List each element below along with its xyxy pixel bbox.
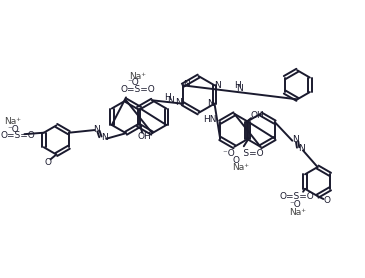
- Text: N: N: [214, 81, 221, 90]
- Text: O: O: [233, 156, 239, 165]
- Text: N: N: [167, 96, 174, 105]
- Text: N: N: [237, 84, 243, 93]
- Text: N: N: [176, 98, 182, 107]
- Text: HN: HN: [203, 115, 216, 124]
- Text: O: O: [44, 158, 51, 167]
- Text: N: N: [101, 133, 108, 142]
- Text: Na⁺: Na⁺: [233, 163, 249, 172]
- Text: N: N: [292, 135, 299, 144]
- Text: OH: OH: [251, 111, 265, 120]
- Text: N: N: [93, 125, 100, 134]
- Text: O: O: [324, 197, 331, 205]
- Text: ⁻O: ⁻O: [7, 125, 19, 134]
- Text: O=S=O: O=S=O: [120, 85, 155, 94]
- Text: ⁻O   S=O: ⁻O S=O: [223, 150, 264, 158]
- Text: OH: OH: [137, 132, 151, 141]
- Text: N: N: [297, 144, 304, 153]
- Text: ⁻O: ⁻O: [289, 200, 301, 209]
- Text: ⁻O: ⁻O: [128, 78, 140, 87]
- Text: N: N: [183, 80, 190, 89]
- Text: O=S=O: O=S=O: [0, 131, 35, 140]
- Text: Na⁺: Na⁺: [289, 208, 306, 217]
- Text: N: N: [207, 99, 214, 108]
- Text: H: H: [164, 93, 171, 102]
- Text: Na⁺: Na⁺: [129, 72, 146, 81]
- Text: O=S=O: O=S=O: [280, 192, 315, 201]
- Text: H: H: [234, 81, 241, 90]
- Text: Na⁺: Na⁺: [4, 117, 21, 126]
